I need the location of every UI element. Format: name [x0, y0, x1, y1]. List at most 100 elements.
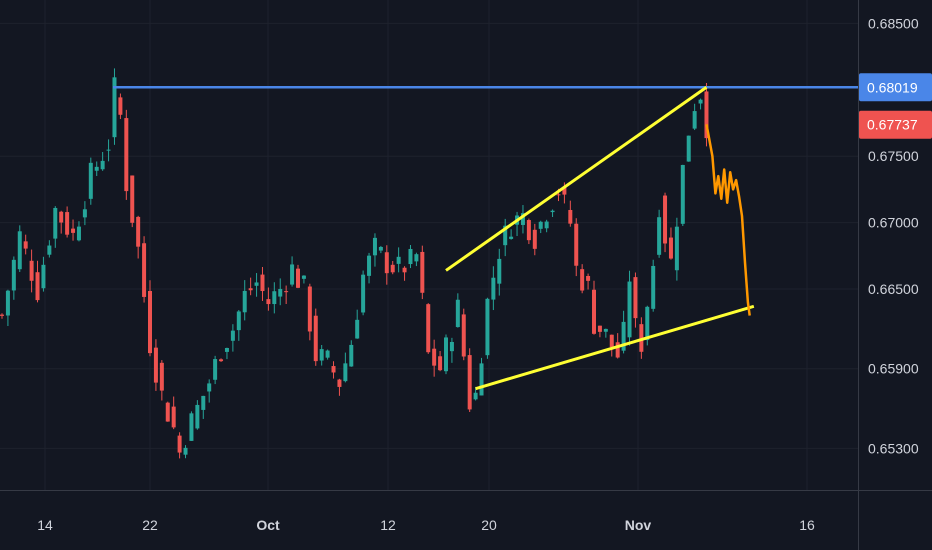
candle-up — [657, 209, 662, 258]
candle-down — [438, 350, 443, 372]
candle-up — [301, 275, 306, 284]
candle-down — [130, 175, 135, 228]
candle-down — [71, 219, 76, 241]
candle-down — [633, 272, 638, 328]
candle-up — [355, 309, 360, 339]
candle-down — [29, 249, 34, 293]
candle-up — [479, 357, 484, 396]
candle-down — [266, 287, 271, 311]
candle-up — [692, 103, 697, 131]
candle-up — [449, 337, 454, 363]
candle-up — [183, 445, 188, 459]
candlestick-series — [0, 68, 709, 459]
candle-down — [219, 358, 224, 362]
candle-up — [5, 289, 10, 326]
candle-down — [35, 260, 40, 303]
candle-up — [278, 278, 283, 306]
resistance-price-badge: 0.68019 — [859, 73, 932, 102]
y-tick-label: 0.67500 — [868, 148, 919, 164]
candle-down — [165, 401, 170, 422]
candle-up — [367, 252, 372, 284]
candle-down — [142, 236, 147, 303]
candle-up — [224, 347, 229, 360]
projection-path[interactable] — [705, 124, 751, 316]
candle-up — [627, 270, 632, 346]
candle-up — [621, 310, 626, 354]
candle-up — [515, 211, 520, 237]
candle-up — [520, 205, 525, 234]
grid-lines — [0, 0, 858, 490]
candle-up — [272, 282, 277, 314]
candle-up — [76, 221, 81, 242]
candle-down — [59, 210, 64, 234]
candle-up — [509, 229, 514, 240]
candle-down — [337, 378, 342, 396]
candle-down — [532, 223, 537, 256]
candle-up — [361, 270, 366, 316]
channel-upper-line[interactable] — [445, 86, 708, 272]
candle-up — [41, 256, 46, 292]
candle-up — [47, 240, 52, 258]
candle-down — [597, 325, 602, 338]
candle-up — [497, 248, 502, 296]
candle-up — [686, 135, 691, 162]
candle-up — [408, 244, 413, 269]
candle-up — [201, 395, 206, 419]
y-tick-label: 0.66500 — [868, 281, 919, 297]
candle-down — [704, 83, 709, 147]
candle-down — [118, 93, 123, 120]
candle-up — [82, 201, 87, 226]
candle-down — [574, 218, 579, 277]
candle-up — [88, 157, 93, 205]
candle-up — [674, 217, 679, 281]
candle-down — [663, 192, 668, 253]
candle-up — [444, 334, 448, 375]
candle-down — [402, 266, 407, 281]
candle-down — [23, 234, 28, 255]
candle-up — [254, 273, 259, 297]
candle-down — [65, 206, 70, 238]
candle-down — [124, 109, 129, 200]
candle-up — [651, 259, 656, 312]
candle-up — [319, 344, 324, 366]
candle-down — [384, 245, 389, 285]
candle-up — [473, 386, 478, 401]
candle-down — [307, 283, 312, 341]
candle-down — [260, 266, 265, 301]
candle-down — [467, 348, 472, 413]
candle-up — [94, 161, 99, 176]
candle-down — [461, 308, 466, 361]
x-tick-label: 14 — [37, 517, 53, 533]
candle-down — [148, 280, 152, 357]
candle-up — [372, 233, 377, 267]
candle-down — [609, 334, 614, 357]
candle-down — [432, 339, 437, 377]
candle-down — [248, 277, 253, 296]
candle-up — [455, 293, 460, 328]
candle-down — [153, 339, 158, 391]
candle-up — [698, 98, 703, 110]
y-tick-label: 0.65900 — [868, 361, 919, 377]
candle-up — [325, 349, 330, 360]
candle-down — [296, 264, 300, 289]
price-badge-label: 0.67737 — [867, 117, 918, 133]
candle-up — [106, 139, 111, 162]
x-tick-label: 12 — [380, 517, 396, 533]
drawings-layer — [113, 86, 858, 391]
candle-up — [290, 256, 295, 287]
candle-down — [284, 285, 289, 305]
candle-up — [207, 379, 212, 403]
candle-down — [568, 200, 573, 227]
candle-down — [171, 396, 176, 430]
candle-up — [544, 219, 549, 233]
channel-lower-line[interactable] — [475, 304, 755, 391]
candle-down — [136, 215, 141, 259]
candle-up — [230, 324, 235, 352]
candle-up — [213, 355, 218, 385]
candle-up — [396, 247, 401, 273]
candle-up — [112, 68, 117, 145]
y-tick-label: 0.68500 — [868, 15, 919, 31]
candle-up — [17, 225, 22, 273]
